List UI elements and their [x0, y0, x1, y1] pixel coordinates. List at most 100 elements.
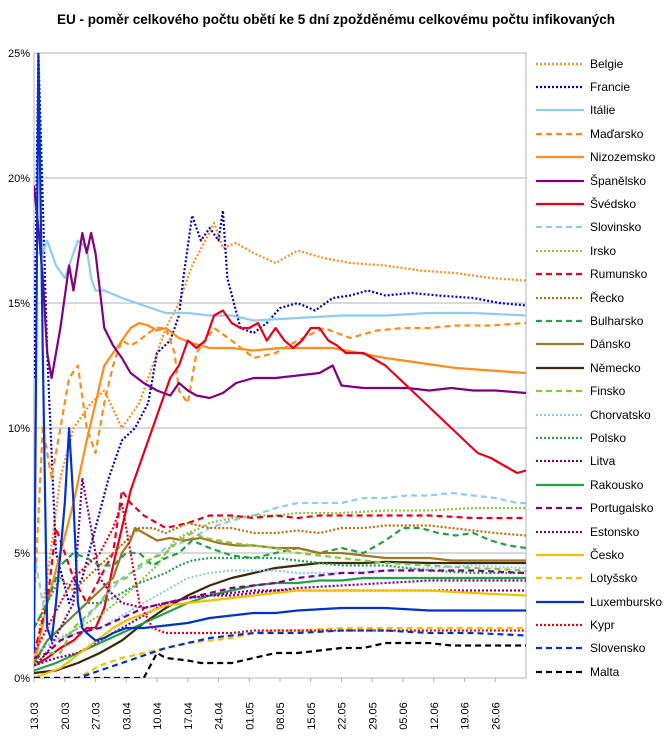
legend-item: Belgie — [536, 52, 666, 75]
y-tick-label: 0% — [14, 673, 30, 685]
legend-item: Estonsko — [536, 520, 666, 543]
legend-label: Polsko — [590, 430, 627, 445]
series-line-italie — [34, 239, 526, 322]
legend-swatch — [536, 179, 584, 182]
legend-swatch — [536, 249, 584, 252]
legend-label: Belgie — [590, 56, 624, 71]
y-tick-label: 5% — [14, 548, 30, 560]
series-line-lotyssko — [34, 626, 526, 678]
legend-item: Německo — [536, 356, 666, 379]
legend-label: Dánsko — [590, 337, 631, 352]
series-line-chorvatsko — [34, 564, 526, 654]
x-tick-label: 12.06 — [429, 702, 441, 730]
legend-swatch — [536, 577, 584, 580]
x-tick-label: 20.03 — [60, 702, 72, 730]
series-line-slovinsko — [34, 491, 526, 642]
legend-swatch — [536, 483, 584, 486]
legend-label: Luxembursko — [590, 594, 663, 609]
legend-swatch — [536, 366, 584, 369]
x-tick-label: 10.04 — [152, 702, 164, 730]
legend-label: Řecko — [590, 290, 625, 305]
y-tick-label: 20% — [8, 173, 30, 185]
series-line-rakousko — [34, 576, 526, 672]
series-line-irsko — [34, 506, 526, 654]
series-line-finsko — [34, 531, 526, 667]
x-tick-label: 03.04 — [121, 702, 133, 730]
legend-item: Maďarsko — [536, 122, 666, 145]
legend-item: Slovinsko — [536, 216, 666, 239]
legend-item: Francie — [536, 75, 666, 98]
legend-swatch — [536, 507, 584, 510]
legend-swatch — [536, 530, 584, 533]
series-layer — [34, 53, 526, 678]
legend-swatch — [536, 390, 584, 393]
legend-swatch — [536, 273, 584, 276]
legend-label: Nizozemsko — [590, 150, 656, 165]
x-tick-label: 27.03 — [91, 702, 103, 730]
legend-item: Malta — [536, 660, 666, 683]
series-line-malta — [34, 641, 526, 678]
series-line-cesko — [34, 589, 526, 678]
series-line-nemecko — [34, 560, 526, 675]
x-tick-label: 01.05 — [244, 702, 256, 730]
legend-label: Španělsko — [590, 173, 647, 188]
legend-item: Slovensko — [536, 637, 666, 660]
legend-swatch — [536, 132, 584, 135]
legend-item: Lotyšsko — [536, 567, 666, 590]
axis-layer: 0% 5% 10% 15% 20% 25% 13.03 20.03 27.03 03.04 10.0… — [8, 48, 502, 730]
series-line-slovensko — [34, 629, 526, 678]
legend-swatch — [536, 296, 584, 299]
legend-label: Slovinsko — [590, 220, 642, 235]
legend-swatch — [536, 600, 584, 603]
legend-label: Francie — [590, 80, 631, 95]
legend-item: Finsko — [536, 379, 666, 402]
legend-label: Bulharsko — [590, 313, 644, 328]
legend-item: Portugalsko — [536, 496, 666, 519]
legend-swatch — [536, 647, 584, 650]
legend-label: Rakousko — [590, 477, 644, 492]
legend-swatch — [536, 553, 584, 556]
legend-swatch — [536, 226, 584, 229]
legend-label: Itálie — [590, 103, 616, 118]
legend-swatch — [536, 85, 584, 89]
legend-label: Německo — [590, 360, 641, 375]
series-line-bulharsko — [34, 526, 526, 629]
x-tick-label: 26.06 — [490, 702, 502, 730]
series-line-portugalsko — [34, 569, 526, 660]
legend-label: Maďarsko — [590, 126, 644, 141]
legend-label: Švédsko — [590, 197, 637, 212]
legend-swatch — [536, 109, 584, 112]
legend-label: Malta — [590, 664, 620, 679]
series-line-dansko — [34, 526, 526, 664]
y-tick-label: 15% — [8, 298, 30, 310]
y-tick-label: 10% — [8, 423, 30, 435]
legend-swatch — [536, 156, 584, 159]
legend-item: Španělsko — [536, 169, 666, 192]
legend-swatch — [536, 319, 584, 323]
legend-label: Slovensko — [590, 641, 646, 656]
x-tick-label: 08.05 — [275, 702, 287, 730]
legend-swatch — [536, 413, 584, 416]
series-line-luxembursko — [34, 53, 526, 654]
legend-label: Kypr — [590, 618, 615, 633]
legend-item: Polsko — [536, 426, 666, 449]
series-line-francie — [34, 53, 526, 605]
legend-label: Lotyšsko — [590, 571, 638, 586]
legend-swatch — [536, 623, 584, 627]
legend-item: Česko — [536, 543, 666, 566]
legend-item: Kypr — [536, 613, 666, 636]
series-line-recko — [34, 521, 526, 629]
legend-label: Estonsko — [590, 524, 640, 539]
legend-item: Řecko — [536, 286, 666, 309]
legend-swatch — [536, 343, 584, 346]
legend-label: Portugalsko — [590, 501, 654, 516]
series-line-litva — [34, 476, 526, 667]
legend-item: Itálie — [536, 99, 666, 122]
series-line-nizozemsko — [34, 321, 526, 666]
legend-item: Bulharsko — [536, 309, 666, 332]
legend-label: Irsko — [590, 243, 617, 258]
legend-item: Litva — [536, 450, 666, 473]
legend-item: Luxembursko — [536, 590, 666, 613]
series-line-svedsko — [34, 309, 526, 667]
